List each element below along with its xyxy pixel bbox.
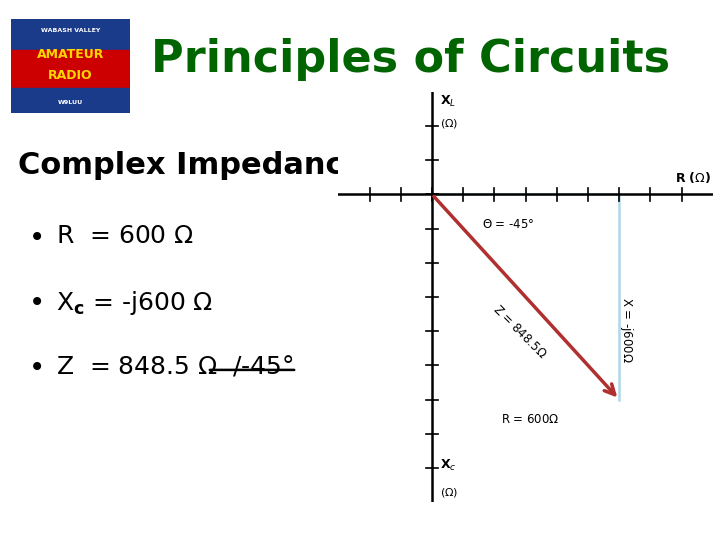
Text: R  = 600 $\Omega$: R = 600 $\Omega$ [56,224,194,248]
Text: •: • [29,224,45,252]
Text: •: • [29,354,45,382]
Text: X = -j600$\Omega$: X = -j600$\Omega$ [618,297,636,363]
Text: WABASH VALLEY: WABASH VALLEY [40,28,100,33]
Text: W9LUU: W9LUU [58,99,83,105]
Text: $\Theta$ = -45°: $\Theta$ = -45° [482,218,534,231]
Text: Z = 848.5$\Omega$: Z = 848.5$\Omega$ [490,302,548,361]
Bar [11,19,130,52]
Bar [11,88,130,113]
Text: R = 600$\Omega$: R = 600$\Omega$ [500,413,559,426]
Text: Principles of Circuits: Principles of Circuits [150,38,670,81]
Text: ($\Omega$): ($\Omega$) [440,117,458,131]
Text: X$_\mathbf{c}$ = -j600 $\Omega$: X$_\mathbf{c}$ = -j600 $\Omega$ [56,289,213,317]
Text: X$_c$: X$_c$ [440,458,456,473]
Text: R ($\Omega$): R ($\Omega$) [675,170,711,185]
Text: X$_L$: X$_L$ [440,93,456,109]
Bar [11,50,130,90]
Text: RADIO: RADIO [48,69,92,82]
Text: ($\Omega$): ($\Omega$) [440,486,458,499]
Text: Complex Impedance: Complex Impedance [18,151,364,180]
Text: Z  = 848.5 $\Omega$  /-45°: Z = 848.5 $\Omega$ /-45° [56,354,294,379]
Text: •: • [29,289,45,317]
Text: AMATEUR: AMATEUR [37,48,104,62]
